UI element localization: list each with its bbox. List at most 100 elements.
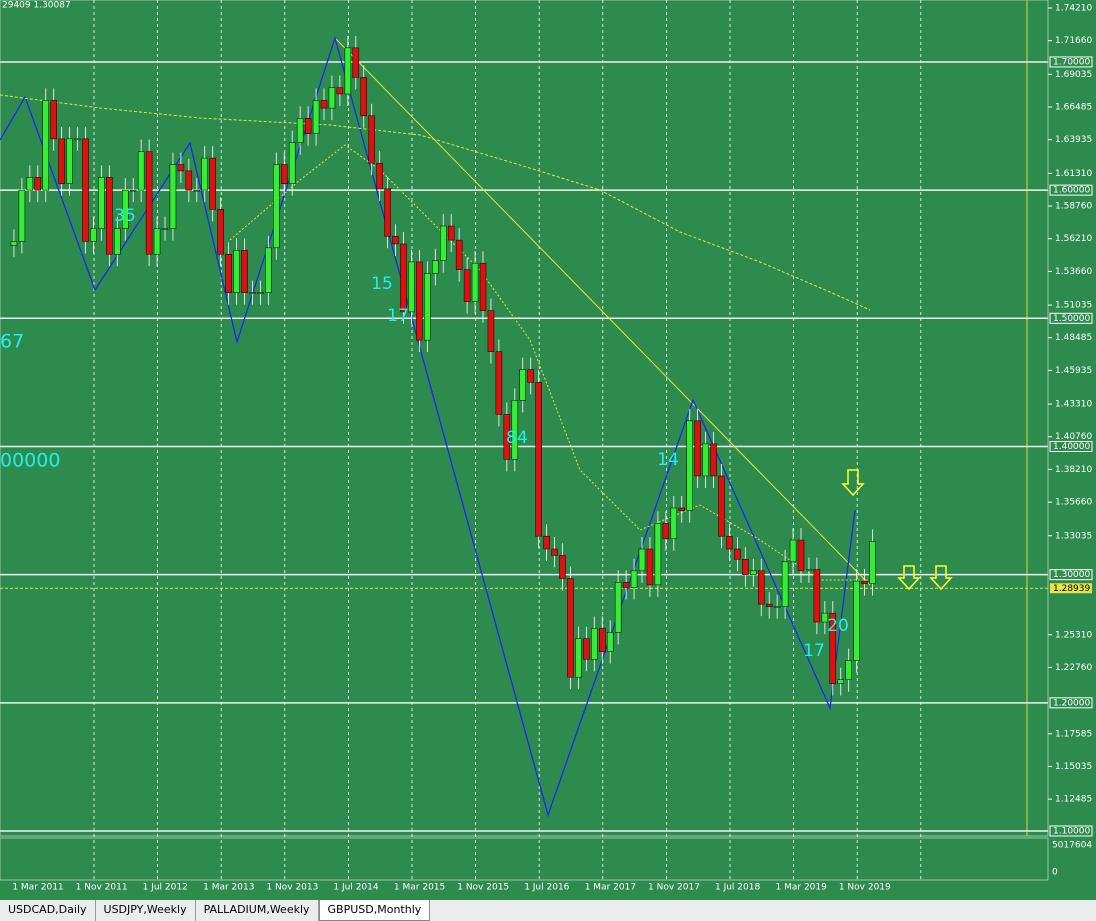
arrow [897,565,921,591]
price-label: 1.66485 [1055,103,1092,113]
price-label: 1.43310 [1055,400,1092,410]
current-price-label: 1.28939 [1053,584,1090,594]
level-box [1049,312,1093,324]
candle [58,138,65,184]
candle [805,569,813,572]
candle [622,582,630,588]
level-box [1049,56,1093,68]
candle [273,164,280,249]
wave-label: 14 [657,450,679,470]
price-label: 1.40760 [1055,432,1092,442]
date-label: 1 Nov 2017 [648,883,700,893]
candle [471,262,479,302]
candle [249,292,256,294]
candle [750,570,757,575]
wave-label: 20 [827,616,849,636]
price-label: 1.33035 [1055,531,1092,541]
chart-tab[interactable]: PALLADIUM,Weekly [196,900,319,921]
candle [487,310,495,352]
price-label: 1.63935 [1055,135,1092,145]
price-label: 1.71660 [1055,36,1092,46]
candle [233,250,240,293]
candle [193,189,201,192]
candle [360,77,367,117]
price-label: 1.25310 [1055,630,1092,640]
candle [217,209,224,255]
candle [169,164,177,229]
candle [662,523,670,540]
date-label: 1 Mar 2017 [585,883,636,893]
candle [455,239,463,270]
candle [678,507,685,511]
candle [98,177,105,229]
candle [606,632,614,652]
level-box [1049,440,1093,452]
chart-tab[interactable]: USDJPY,Weekly [96,900,196,921]
candle [575,638,582,678]
candle [599,628,606,652]
candle [543,535,550,550]
candle [225,253,232,293]
price-label: 1.12485 [1055,795,1092,805]
candle [384,188,391,237]
candle [758,570,765,605]
price-label: 1.69035 [1055,70,1092,80]
header-text: 29409 1.30087 [2,1,71,11]
volume-label: 5017604 [1052,841,1092,851]
candle [773,606,781,608]
candle [845,660,852,681]
date-label: 1 Mar 2011 [12,883,63,893]
candle [177,164,185,172]
candle [702,443,709,477]
date-label: 1 Jul 2016 [524,883,569,893]
candle [495,351,503,415]
level-label: 1.10000 [1053,827,1090,837]
candle [10,241,18,246]
candle [670,507,678,540]
price-label: 1.48485 [1055,333,1092,343]
chart-tab[interactable]: GBPUSD,Monthly [318,900,431,921]
candle [726,535,733,550]
candle [503,414,511,460]
candle [829,612,837,684]
level-label: 1.50000 [1053,314,1090,324]
candle [424,273,431,341]
wave-label: 17 [803,641,825,661]
candle [185,170,193,191]
price-label: 1.22760 [1055,663,1092,673]
candle [336,87,344,95]
candle [654,523,662,586]
candle [66,138,73,184]
tab-bar: USDCAD,Daily USDJPY,Weekly PALLADIUM,Weekl… [0,900,1096,921]
candle [432,260,439,274]
candle [551,548,558,556]
candle [797,539,805,572]
candle [288,142,296,184]
arrow [929,565,953,591]
price-label: 1.56210 [1055,234,1092,244]
wave-label: 15 [371,274,393,294]
chart-tab[interactable]: USDCAD,Daily [0,900,96,921]
candle [265,247,272,293]
candle [376,162,383,190]
candle [638,548,646,572]
candle [114,228,121,255]
candle [400,243,407,313]
candle [304,118,312,134]
date-label: 1 Mar 2015 [394,883,445,893]
price-label: 1.53660 [1055,267,1092,277]
candle [201,157,208,191]
current-price-box [1050,583,1092,594]
candle [82,138,89,242]
price-label: 1.74210 [1055,4,1092,14]
candle [352,47,360,78]
left-label: 00000 [0,450,60,472]
candle [583,638,590,660]
candle [686,420,693,511]
candle [368,115,375,164]
candle [408,261,415,313]
candle [447,225,455,241]
candle [129,189,137,192]
candle [18,189,26,242]
candle [813,569,821,623]
